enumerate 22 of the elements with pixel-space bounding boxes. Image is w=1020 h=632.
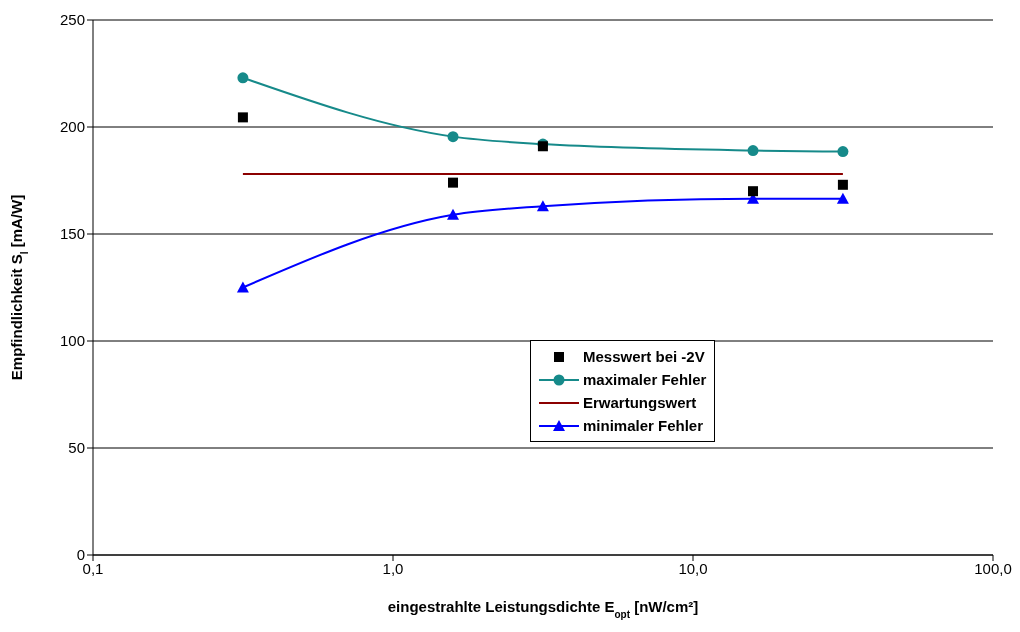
y-tick-label: 100 (59, 332, 85, 350)
x-tick-label: 10,0 (678, 559, 708, 577)
point (836, 192, 849, 204)
point (236, 281, 249, 293)
y-tick-label: 200 (59, 118, 85, 136)
legend-label: maximaler Fehler (583, 371, 707, 388)
point (536, 200, 549, 212)
point (237, 72, 249, 84)
y-tick-label: 250 (59, 11, 85, 29)
point (837, 146, 849, 158)
legend-label: Messwert bei -2V (583, 348, 705, 365)
y-tick-label: 150 (59, 225, 85, 243)
x-axis-title: eingestrahlte Leistungsdichte E$_{opt}$ [nW/cm²] (387, 598, 699, 620)
x-tick-label: 0,1 (82, 559, 104, 577)
point (837, 179, 848, 190)
point (237, 112, 248, 123)
legend-label: Erwartungswert (583, 394, 697, 411)
x-tick-label: 1,0 (382, 559, 404, 577)
y-tick-label: 50 (68, 439, 85, 457)
y-tick-label: 0 (76, 546, 85, 564)
x-tick-label: 100,0 (974, 559, 1012, 577)
legend-label: minimaler Fehler (583, 417, 704, 434)
